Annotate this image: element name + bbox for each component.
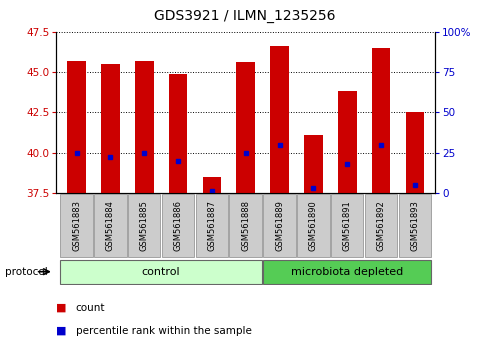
- Text: GSM561889: GSM561889: [274, 200, 284, 251]
- FancyBboxPatch shape: [263, 194, 295, 257]
- Text: GSM561893: GSM561893: [409, 200, 419, 251]
- Text: GSM561891: GSM561891: [342, 200, 351, 251]
- Text: GSM561888: GSM561888: [241, 200, 250, 251]
- Bar: [101, 64, 120, 193]
- Bar: [168, 74, 187, 193]
- FancyBboxPatch shape: [297, 194, 329, 257]
- Bar: [202, 177, 221, 193]
- Text: ■: ■: [56, 303, 66, 313]
- FancyBboxPatch shape: [162, 194, 194, 257]
- Bar: [337, 91, 356, 193]
- Bar: [67, 61, 86, 193]
- Text: GDS3921 / ILMN_1235256: GDS3921 / ILMN_1235256: [153, 9, 335, 23]
- FancyBboxPatch shape: [398, 194, 430, 257]
- Bar: [304, 135, 322, 193]
- Text: microbiota depleted: microbiota depleted: [290, 267, 403, 277]
- Text: percentile rank within the sample: percentile rank within the sample: [76, 326, 251, 336]
- Text: GSM561885: GSM561885: [140, 200, 148, 251]
- FancyBboxPatch shape: [364, 194, 397, 257]
- FancyBboxPatch shape: [94, 194, 126, 257]
- Text: GSM561884: GSM561884: [106, 200, 115, 251]
- FancyBboxPatch shape: [128, 194, 160, 257]
- FancyBboxPatch shape: [60, 260, 262, 284]
- Text: GSM561883: GSM561883: [72, 200, 81, 251]
- Text: protocol: protocol: [5, 267, 47, 277]
- FancyBboxPatch shape: [330, 194, 363, 257]
- Text: count: count: [76, 303, 105, 313]
- FancyBboxPatch shape: [229, 194, 262, 257]
- Text: GSM561890: GSM561890: [308, 200, 317, 251]
- Text: GSM561887: GSM561887: [207, 200, 216, 251]
- Text: GSM561886: GSM561886: [173, 200, 182, 251]
- Bar: [270, 46, 288, 193]
- Text: GSM561892: GSM561892: [376, 200, 385, 251]
- Text: control: control: [142, 267, 180, 277]
- Bar: [371, 48, 389, 193]
- FancyBboxPatch shape: [60, 194, 93, 257]
- Text: ■: ■: [56, 326, 66, 336]
- FancyBboxPatch shape: [195, 194, 228, 257]
- Bar: [236, 62, 255, 193]
- FancyBboxPatch shape: [263, 260, 430, 284]
- Bar: [405, 113, 424, 193]
- Bar: [135, 61, 153, 193]
